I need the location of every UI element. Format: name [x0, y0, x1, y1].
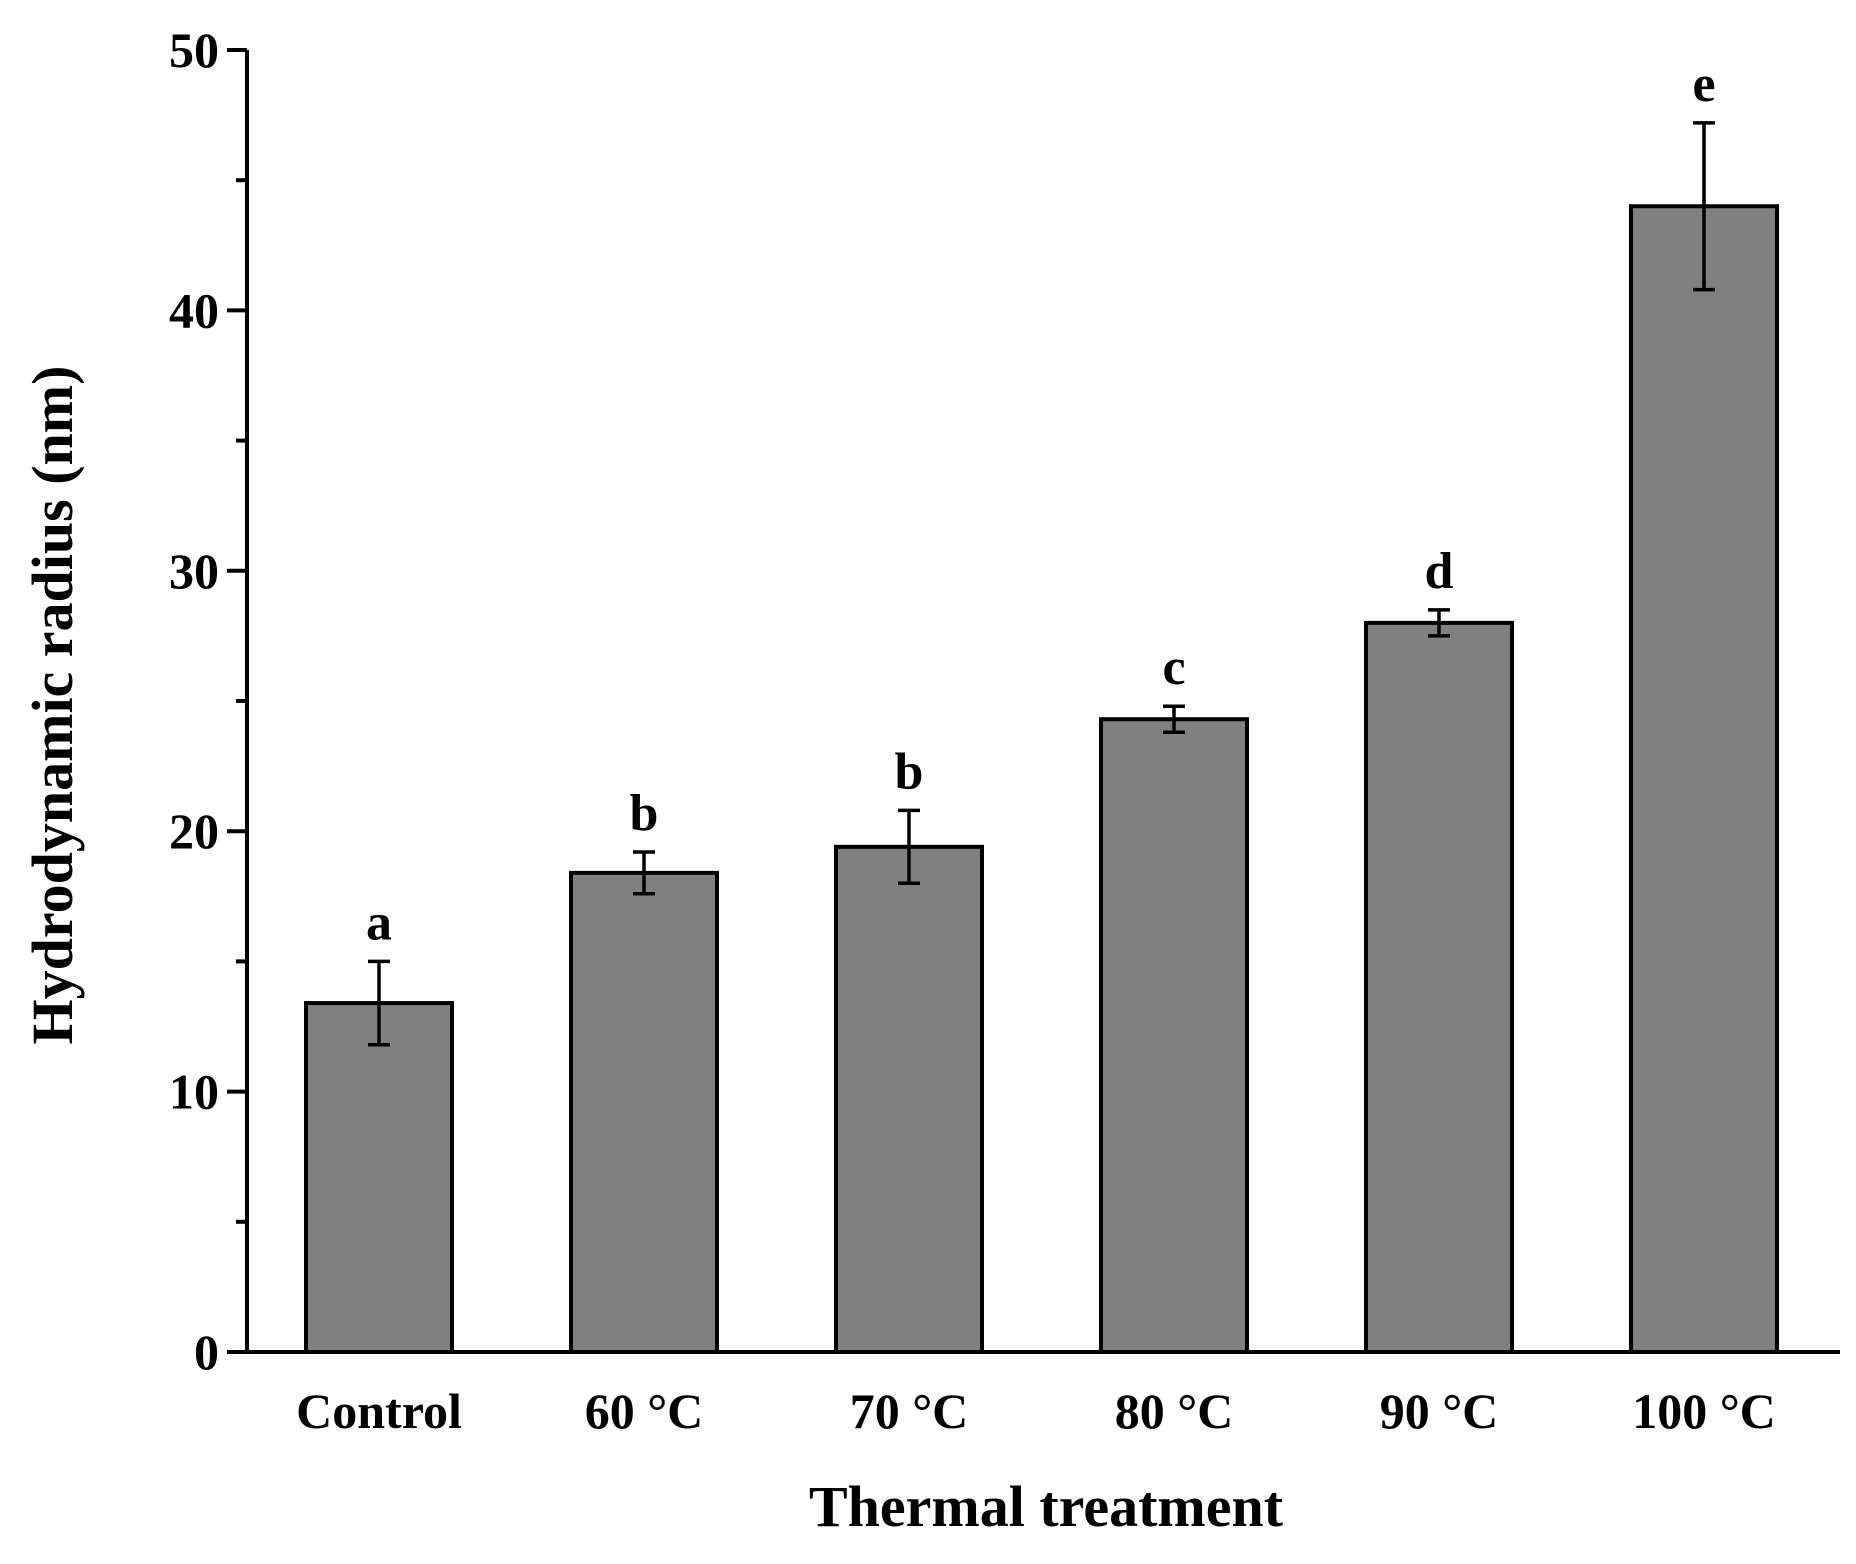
- bar-2: [834, 844, 984, 1354]
- axes-layer: [227, 48, 1840, 1354]
- y-tick-label-3: 30: [169, 543, 219, 599]
- significance-label-4: d: [1425, 543, 1454, 600]
- bar-4: [1364, 620, 1514, 1354]
- y-axis-title: Hydrodynamic radius (nm): [20, 366, 85, 1045]
- x-axis-title: Thermal treatment: [809, 1474, 1284, 1539]
- error-bars-layer: [368, 121, 1715, 1047]
- x-tick-label-5: 100 °C: [1632, 1383, 1776, 1439]
- bar-1: [569, 870, 719, 1354]
- y-tick-label-2: 20: [169, 803, 219, 859]
- labels-layer: a Control b 60 °C b 70 °C c 80 °C d 90 °C e 100 °C 0…: [169, 22, 1776, 1439]
- x-tick-label-2: 70 °C: [850, 1383, 969, 1439]
- bars-layer: [304, 204, 1779, 1355]
- x-tick-label-3: 80 °C: [1115, 1383, 1234, 1439]
- y-tick-label-4: 40: [169, 282, 219, 338]
- x-tick-label-0: Control: [296, 1383, 462, 1439]
- x-tick-label-1: 60 °C: [585, 1383, 704, 1439]
- bar-5: [1629, 204, 1779, 1355]
- y-tick-label-0: 0: [194, 1324, 219, 1380]
- y-tick-label-1: 10: [169, 1064, 219, 1120]
- significance-label-5: e: [1692, 56, 1715, 113]
- x-tick-label-4: 90 °C: [1380, 1383, 1499, 1439]
- bar-3: [1099, 717, 1249, 1354]
- bar-0: [304, 1001, 454, 1355]
- significance-label-0: a: [366, 894, 392, 951]
- y-tick-label-5: 50: [169, 22, 219, 78]
- significance-label-3: c: [1162, 639, 1185, 696]
- significance-label-1: b: [630, 785, 659, 842]
- significance-label-2: b: [895, 743, 924, 800]
